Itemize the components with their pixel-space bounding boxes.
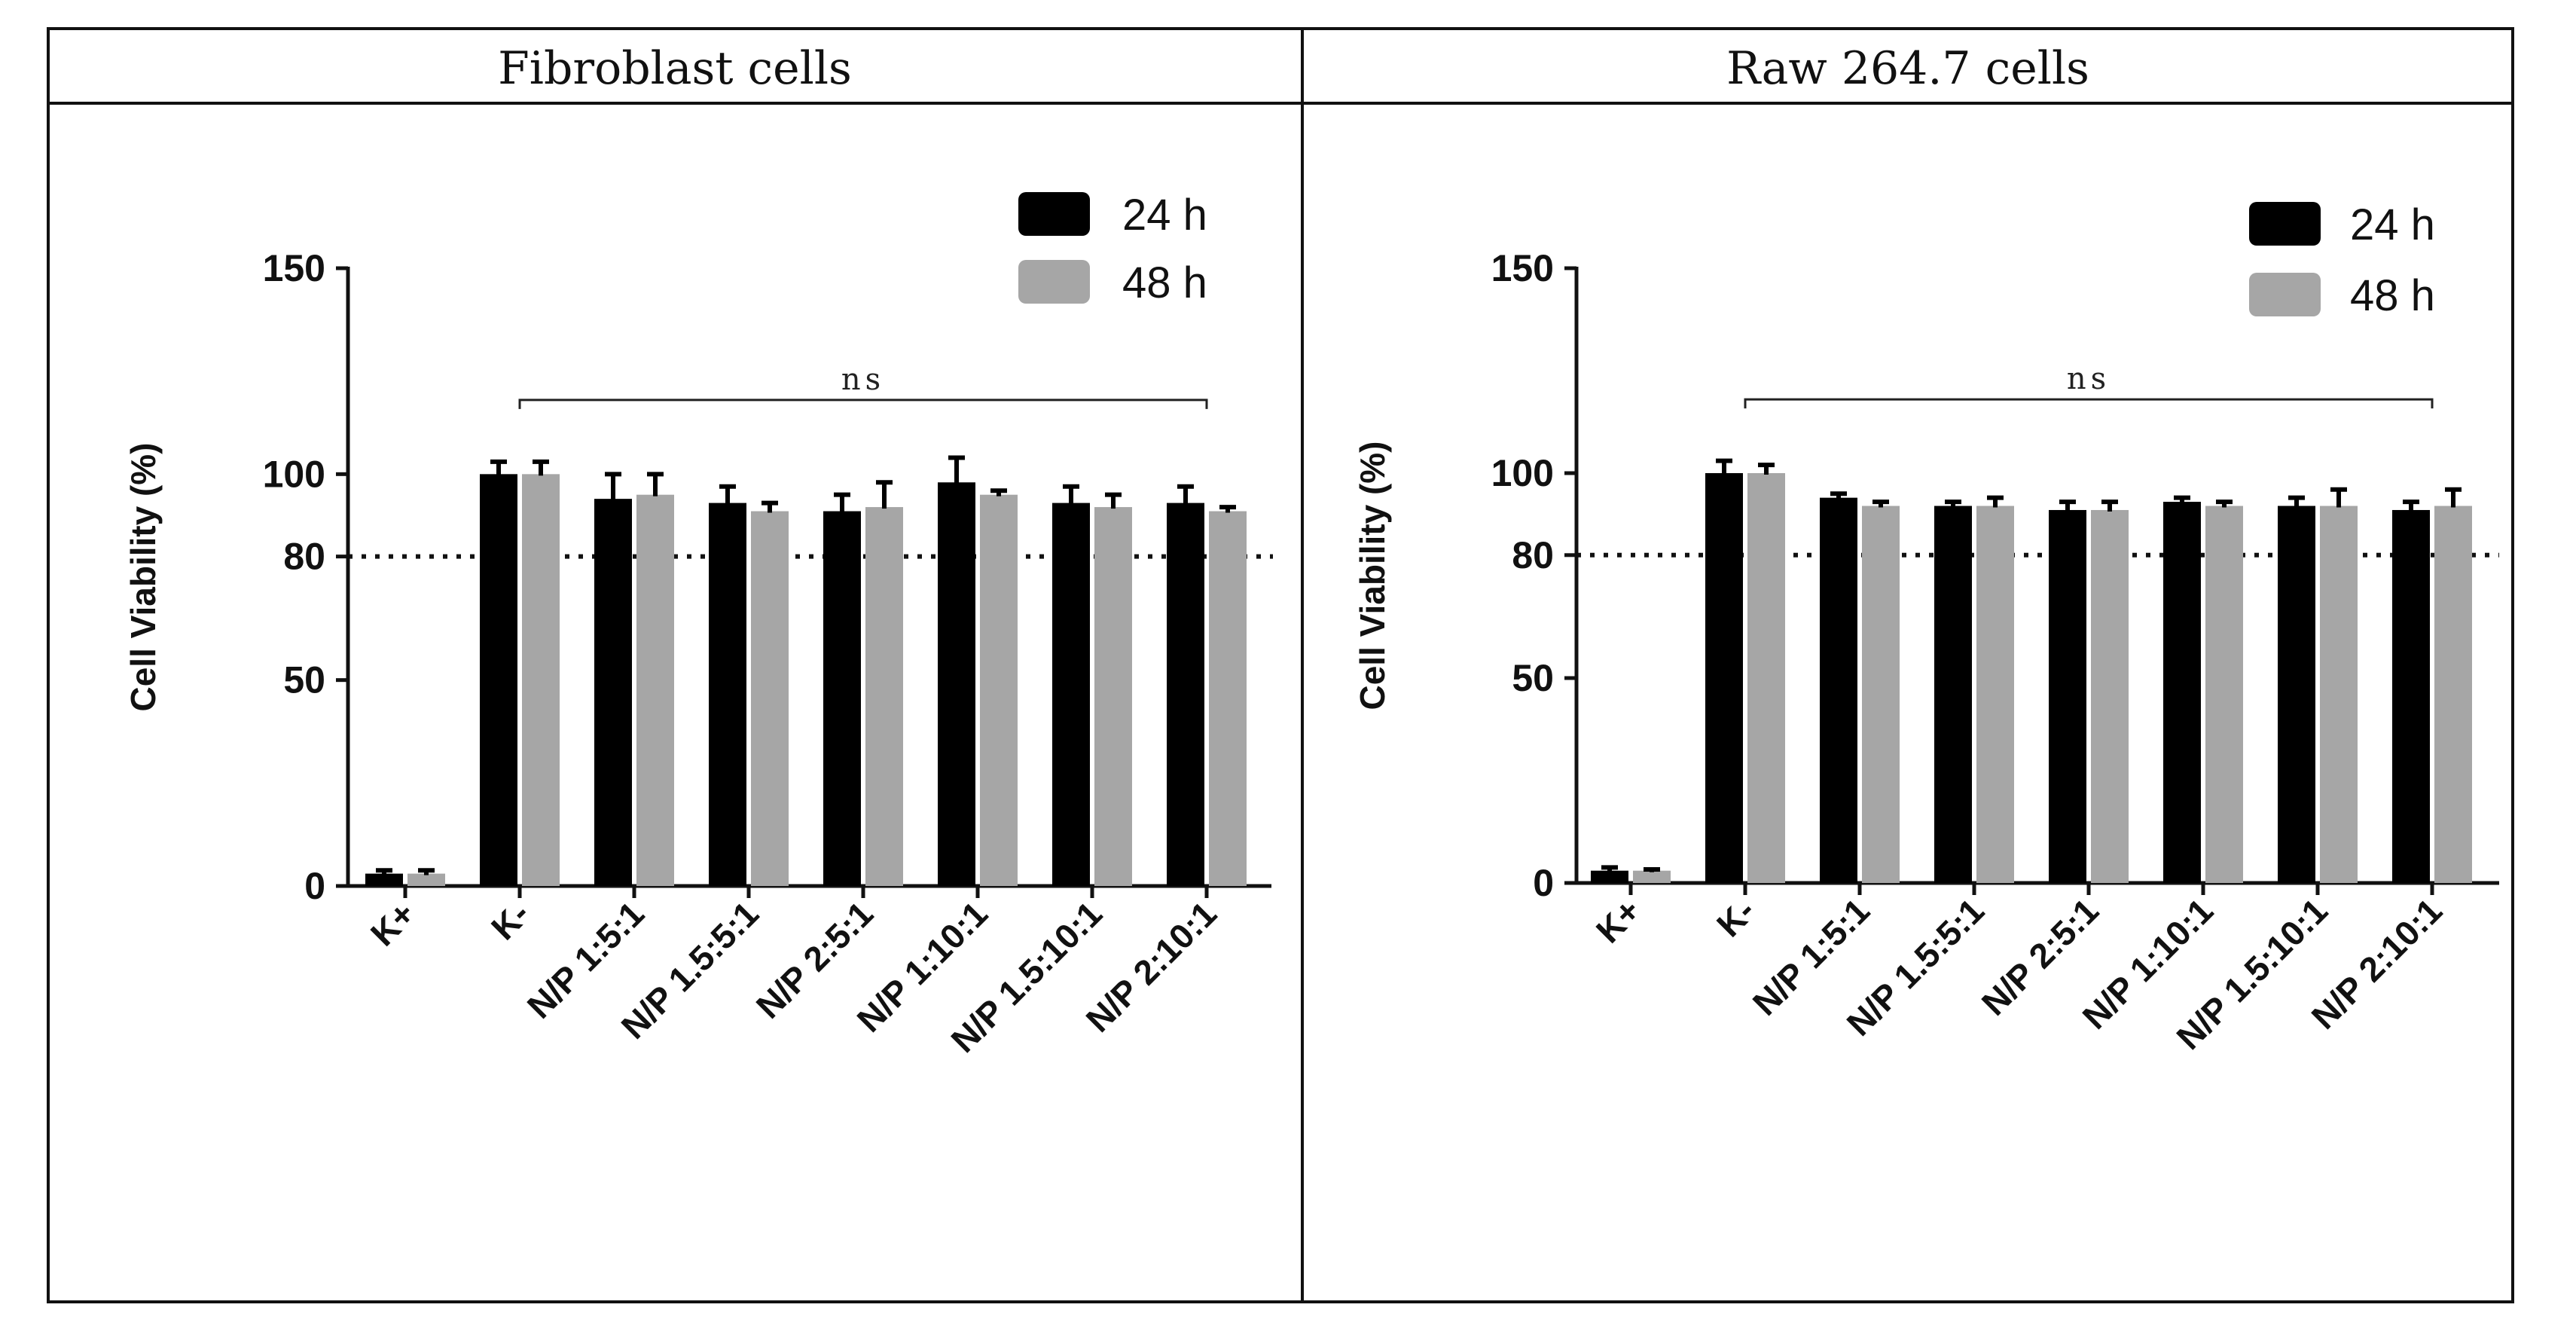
legend-label-48h: 48 h (2350, 271, 2435, 320)
bar-24h (1167, 503, 1204, 886)
bar-24h (1934, 506, 1972, 883)
panel-title-left: Fibroblast cells (498, 42, 852, 95)
bar-24h (1052, 503, 1090, 886)
legend-label-24h: 24 h (2350, 200, 2435, 249)
bar-24h (2163, 502, 2201, 883)
bar-48h (1862, 506, 1900, 883)
y-tick-label: 150 (263, 247, 325, 289)
bar-48h (1976, 506, 2014, 883)
bar-48h (2320, 506, 2358, 883)
significance-bracket (1744, 398, 2434, 409)
bar-48h (1094, 507, 1132, 886)
bar-24h (938, 482, 975, 886)
significance-label: ns (841, 362, 885, 397)
bar-48h (2434, 506, 2472, 883)
panel-title-right: Raw 264.7 cells (1726, 42, 2089, 95)
bar-24h (1705, 473, 1743, 883)
y-tick-label: 0 (1533, 862, 1554, 904)
y-tick-label: 100 (1491, 452, 1554, 494)
bar-24h (709, 503, 746, 886)
legend-label-24h: 24 h (1122, 191, 1207, 240)
y-axis-title: Cell Viability (%) (124, 442, 163, 711)
bar-48h (1747, 473, 1785, 883)
bar-48h (980, 494, 1018, 886)
bar-48h (522, 474, 560, 886)
bar-48h (1209, 511, 1247, 886)
legend-swatch-48h (1018, 260, 1090, 304)
legend-label-48h: 48 h (1122, 258, 1207, 307)
bar-24h (823, 511, 861, 886)
y-axis-title: Cell Viability (%) (1353, 441, 1392, 710)
bar-48h (751, 511, 789, 886)
bar-24h (2049, 509, 2086, 883)
y-tick-label: 80 (283, 536, 325, 578)
bar-24h (480, 474, 517, 886)
legend-swatch-24h (2249, 202, 2321, 246)
bar-24h (365, 873, 403, 886)
y-tick-label: 80 (1512, 534, 1554, 576)
legend-swatch-24h (1018, 192, 1090, 236)
bar-24h (2278, 506, 2315, 883)
y-tick-label: 50 (283, 659, 325, 701)
legend-swatch-48h (2249, 273, 2321, 316)
significance-bracket (518, 399, 1208, 409)
y-tick-label: 100 (263, 453, 325, 495)
bar-48h (2205, 506, 2243, 883)
significance-label: ns (2067, 362, 2111, 396)
y-tick-label: 150 (1491, 247, 1554, 289)
bar-48h (1633, 870, 1671, 883)
bar-48h (865, 507, 903, 886)
bar-48h (407, 873, 445, 886)
y-tick-label: 0 (304, 865, 325, 907)
bar-48h (636, 494, 674, 886)
bar-24h (1591, 870, 1628, 883)
bar-48h (2091, 509, 2129, 883)
bar-24h (2392, 509, 2430, 883)
bar-24h (594, 499, 632, 886)
figure-frame (47, 27, 2514, 1303)
y-tick-label: 50 (1512, 657, 1554, 699)
bar-24h (1820, 497, 1857, 883)
